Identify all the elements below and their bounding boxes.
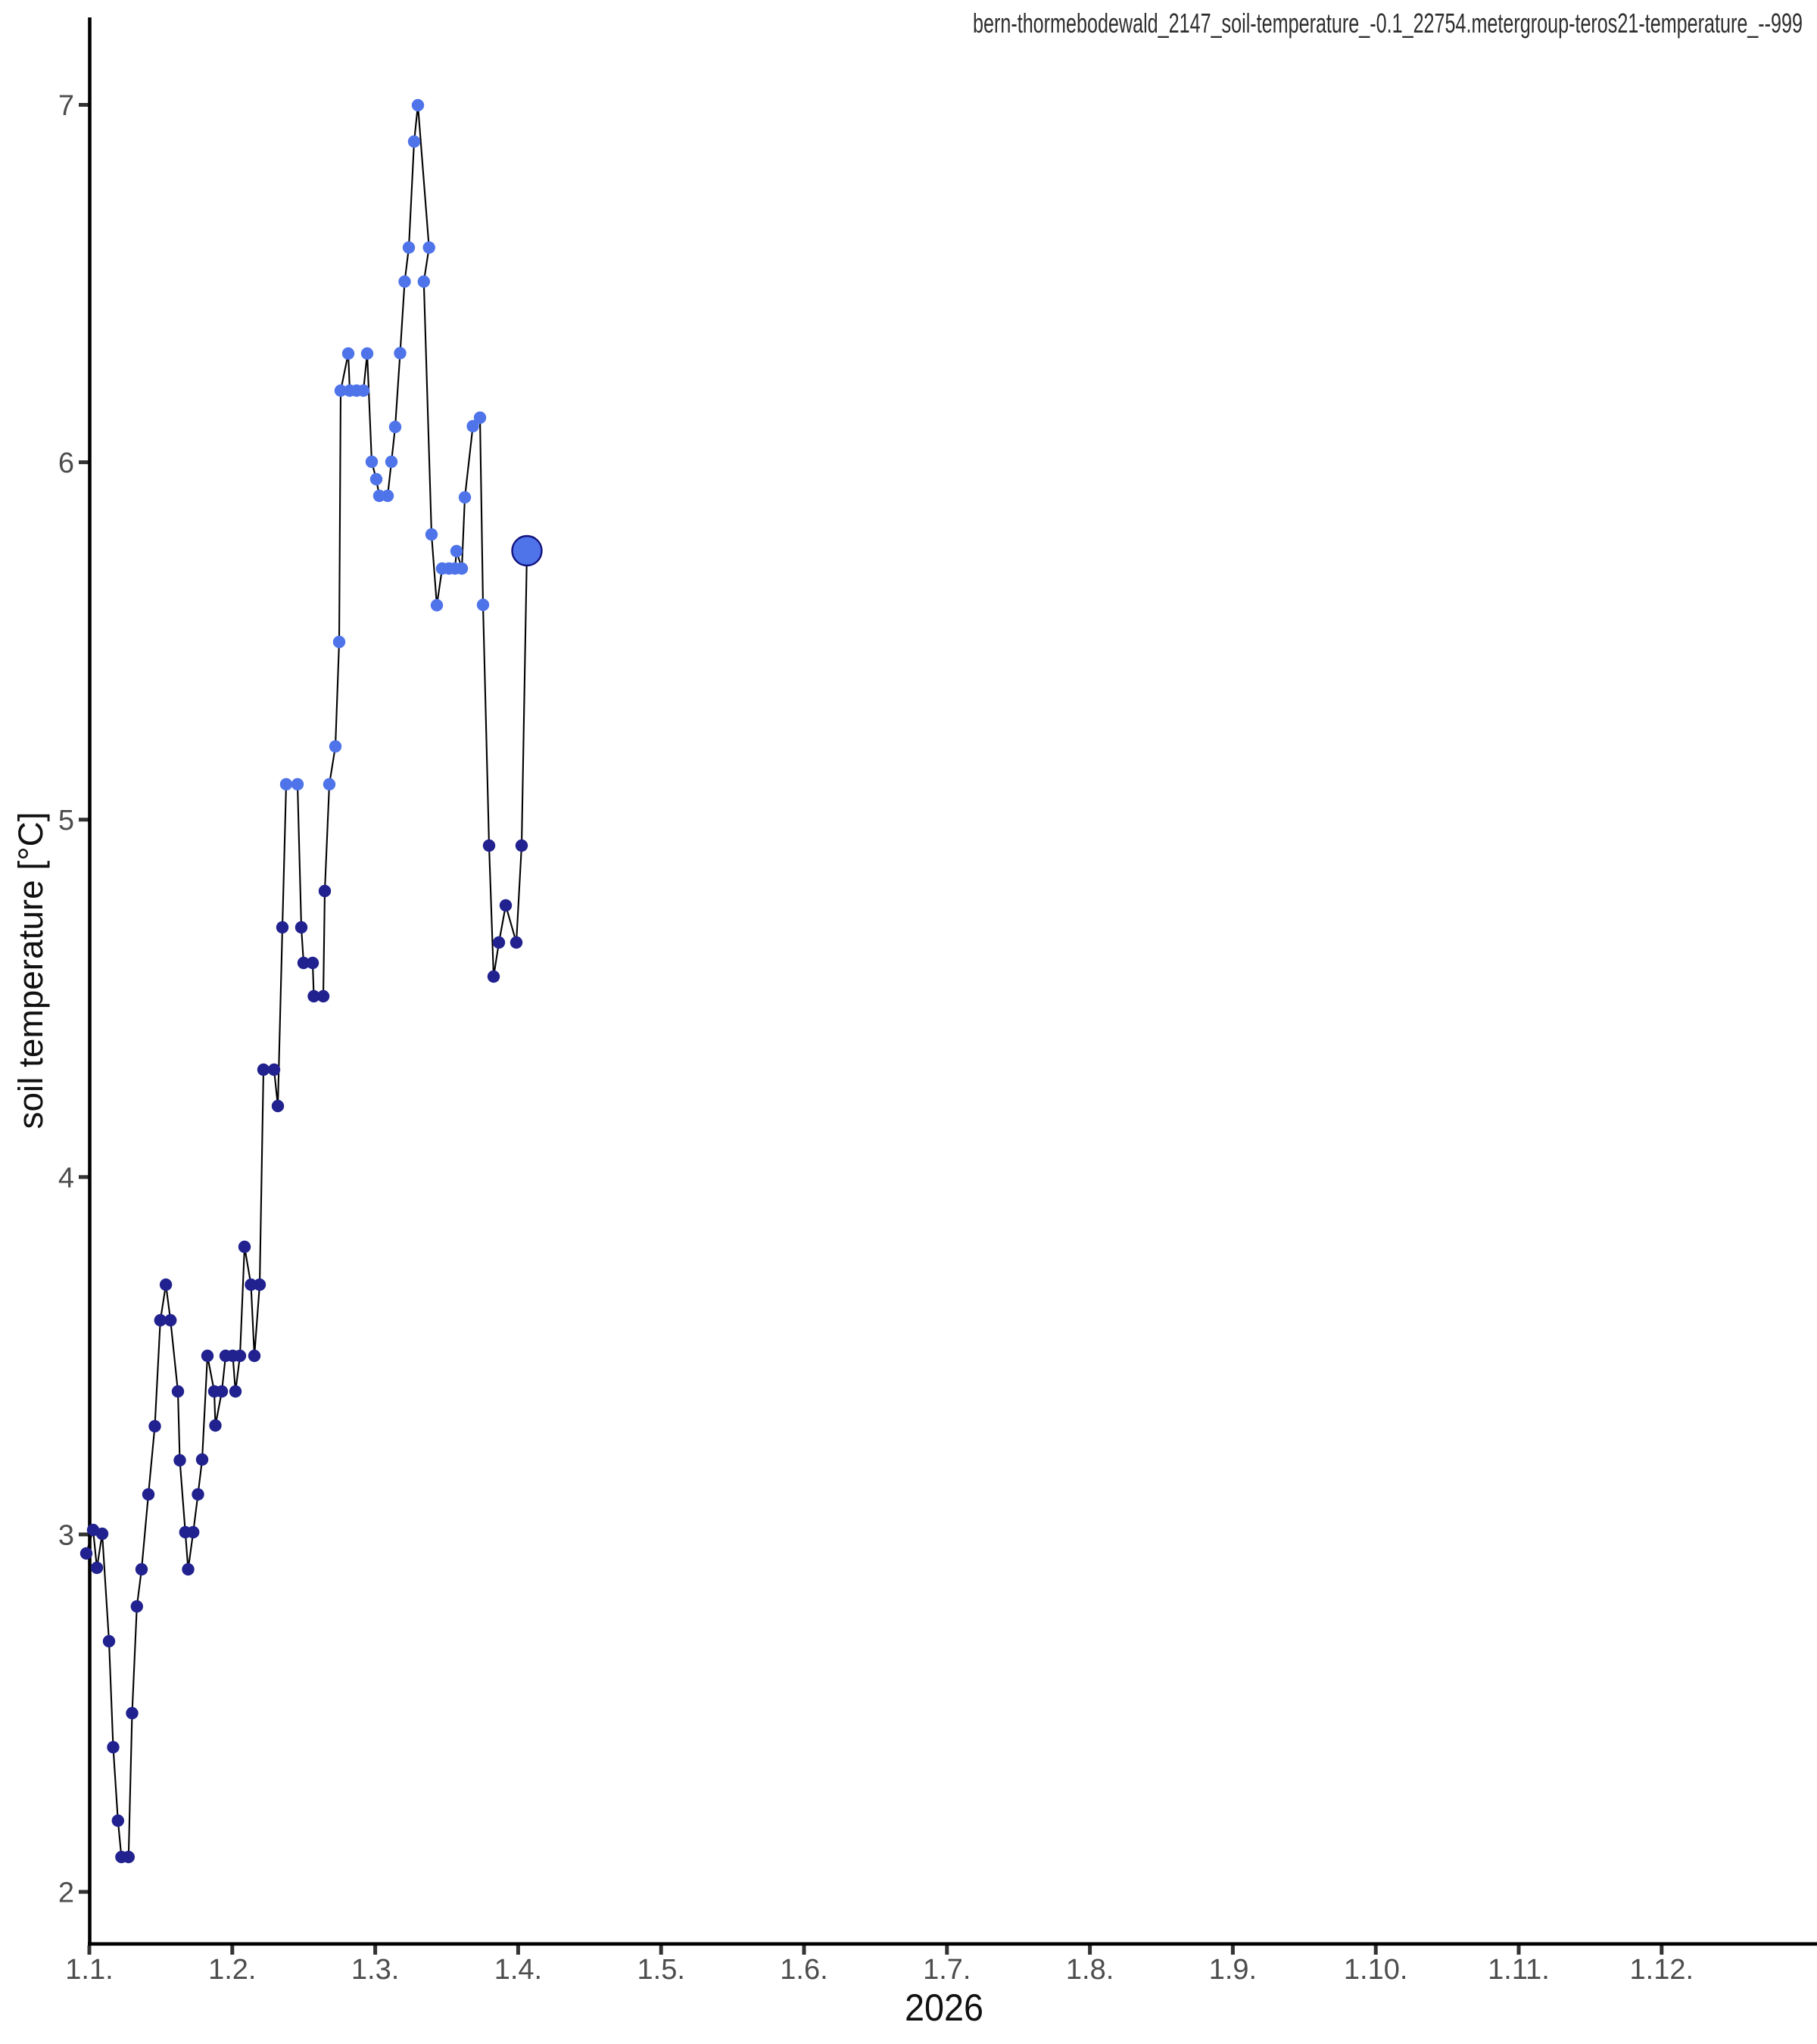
svg-text:2: 2 — [58, 1877, 74, 1909]
svg-text:1.9.: 1.9. — [1209, 1954, 1257, 1986]
svg-text:4: 4 — [58, 1162, 74, 1194]
svg-text:2026: 2026 — [905, 1986, 983, 2029]
svg-text:1.1.: 1.1. — [65, 1954, 113, 1986]
svg-text:5: 5 — [58, 805, 74, 837]
svg-text:7: 7 — [58, 90, 74, 122]
svg-text:1.2.: 1.2. — [208, 1954, 256, 1986]
svg-text:1.12.: 1.12. — [1630, 1954, 1694, 1986]
svg-text:1.4.: 1.4. — [494, 1954, 542, 1986]
svg-text:6: 6 — [58, 447, 74, 479]
svg-text:1.7.: 1.7. — [923, 1954, 971, 1986]
svg-text:soil temperature [°C]: soil temperature [°C] — [11, 812, 50, 1129]
svg-text:1.3.: 1.3. — [351, 1954, 399, 1986]
svg-text:bern-thormebodewald_2147_soil-: bern-thormebodewald_2147_soil-temperatur… — [973, 8, 1803, 39]
svg-text:1.5.: 1.5. — [637, 1954, 685, 1986]
svg-text:1.10.: 1.10. — [1344, 1954, 1408, 1986]
svg-text:1.8.: 1.8. — [1066, 1954, 1114, 1986]
svg-text:1.11.: 1.11. — [1488, 1954, 1550, 1986]
svg-text:3: 3 — [58, 1519, 74, 1551]
svg-text:1.6.: 1.6. — [780, 1954, 827, 1986]
